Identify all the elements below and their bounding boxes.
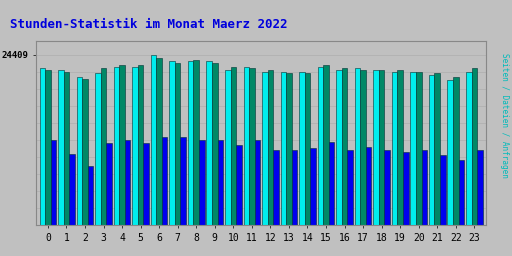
Bar xyxy=(355,68,360,225)
Bar xyxy=(416,72,421,225)
Bar xyxy=(403,152,409,225)
Bar xyxy=(435,73,440,225)
Bar xyxy=(63,72,69,225)
Bar xyxy=(45,70,51,225)
Bar xyxy=(281,72,286,225)
Text: Seiten / Dateien / Anfragen: Seiten / Dateien / Anfragen xyxy=(500,53,509,178)
Bar xyxy=(69,154,75,225)
Bar xyxy=(286,73,292,225)
Bar xyxy=(411,72,416,225)
Bar xyxy=(132,67,138,225)
Bar xyxy=(385,150,390,225)
Bar xyxy=(249,68,254,225)
Bar xyxy=(440,155,445,225)
Bar xyxy=(225,70,230,225)
Bar xyxy=(336,70,342,225)
Bar xyxy=(206,61,212,225)
Bar xyxy=(323,65,329,225)
Bar xyxy=(88,166,93,225)
Text: Stunden-Statistik im Monat Maerz 2022: Stunden-Statistik im Monat Maerz 2022 xyxy=(10,18,288,31)
Bar xyxy=(95,73,101,225)
Bar xyxy=(188,61,194,225)
Bar xyxy=(143,143,149,225)
Bar xyxy=(366,147,371,225)
Bar xyxy=(347,150,353,225)
Bar xyxy=(119,65,125,225)
Bar xyxy=(329,142,334,225)
Bar xyxy=(262,72,268,225)
Bar xyxy=(360,70,366,225)
Bar xyxy=(156,58,162,225)
Bar xyxy=(459,161,464,225)
Bar xyxy=(273,150,279,225)
Bar xyxy=(39,68,45,225)
Bar xyxy=(421,150,427,225)
Bar xyxy=(254,140,260,225)
Bar xyxy=(244,67,249,225)
Bar xyxy=(392,72,397,225)
Bar xyxy=(114,67,119,225)
Bar xyxy=(162,136,167,225)
Bar xyxy=(292,150,297,225)
Bar xyxy=(299,72,305,225)
Bar xyxy=(212,63,218,225)
Bar xyxy=(106,143,112,225)
Bar xyxy=(453,77,459,225)
Bar xyxy=(447,80,453,225)
Bar xyxy=(310,148,316,225)
Bar xyxy=(138,65,143,225)
Bar xyxy=(169,61,175,225)
Bar xyxy=(477,150,483,225)
Bar xyxy=(466,72,472,225)
Bar xyxy=(379,70,385,225)
Bar xyxy=(77,77,82,225)
Bar xyxy=(305,73,310,225)
Bar xyxy=(58,70,63,225)
Bar xyxy=(472,68,477,225)
Bar xyxy=(230,67,236,225)
Bar xyxy=(175,63,180,225)
Bar xyxy=(429,75,435,225)
Bar xyxy=(180,136,186,225)
Bar xyxy=(194,60,199,225)
Bar xyxy=(151,55,156,225)
Bar xyxy=(342,68,347,225)
Bar xyxy=(101,68,106,225)
Bar xyxy=(51,140,56,225)
Bar xyxy=(218,140,223,225)
Bar xyxy=(268,70,273,225)
Bar xyxy=(125,140,131,225)
Bar xyxy=(199,140,205,225)
Bar xyxy=(373,70,379,225)
Bar xyxy=(82,79,88,225)
Bar xyxy=(317,67,323,225)
Bar xyxy=(397,70,403,225)
Bar xyxy=(236,145,242,225)
